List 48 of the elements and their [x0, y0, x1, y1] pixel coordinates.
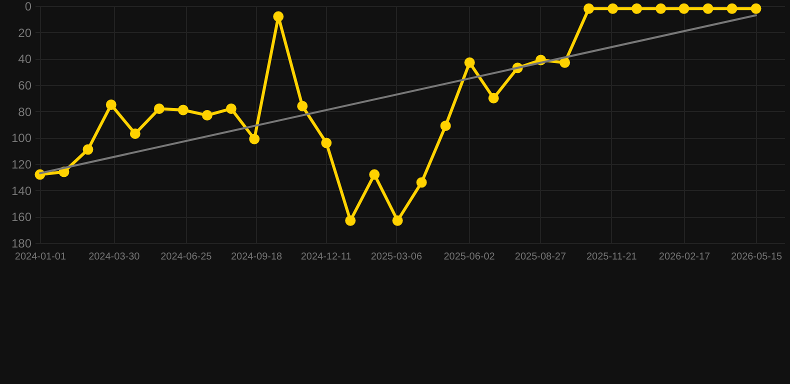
y-tick-label: 20: [18, 26, 32, 40]
point: [678, 3, 690, 14]
point: [226, 103, 236, 114]
point: [702, 3, 714, 14]
x-tick-label: 2026-05-15: [730, 252, 783, 262]
x-tick-label: 2024-03-30: [88, 252, 140, 262]
y-tick-label: 40: [18, 52, 32, 66]
point: [297, 100, 308, 112]
point: [464, 57, 475, 68]
point: [178, 104, 188, 116]
x-tick-label: 2024-09-18: [230, 252, 283, 262]
y-tick-label: 60: [18, 78, 32, 92]
x-tick-label: 2024-01-01: [14, 252, 66, 262]
point: [632, 3, 642, 14]
point: [249, 134, 260, 144]
point: [369, 169, 380, 180]
x-tick-label: 2025-11-21: [586, 252, 638, 262]
x-tick-label: 2025-08-27: [514, 252, 566, 262]
x-tick-label: 2025-03-06: [370, 252, 422, 262]
x-tick-label: 2025-06-02: [444, 252, 496, 262]
y-tick-label: 120: [11, 158, 32, 172]
point: [656, 3, 666, 14]
point: [130, 128, 140, 139]
point: [750, 3, 762, 14]
point: [392, 215, 403, 226]
point: [584, 3, 594, 14]
point: [560, 57, 570, 68]
x-tick-label: 2024-06-25: [160, 252, 212, 262]
y-tick-label: 100: [11, 131, 32, 146]
point: [345, 215, 356, 226]
y-tick-label: 0: [24, 0, 32, 14]
point: [321, 138, 332, 148]
y-tick-label: 140: [11, 184, 32, 198]
y-tick-label: 160: [11, 210, 32, 224]
point: [106, 100, 116, 110]
x-tick-label: 2026-02-17: [658, 252, 711, 262]
y-tick-label: 80: [18, 104, 32, 119]
y-tick-label: 180: [11, 236, 32, 250]
point: [154, 103, 164, 114]
point: [440, 120, 451, 132]
point: [202, 110, 212, 121]
point: [726, 3, 738, 14]
point: [82, 144, 94, 155]
point: [608, 3, 618, 14]
point: [416, 177, 427, 188]
x-tick-label: 2024-12-11: [300, 252, 352, 262]
point: [273, 11, 284, 22]
point: [488, 92, 499, 104]
